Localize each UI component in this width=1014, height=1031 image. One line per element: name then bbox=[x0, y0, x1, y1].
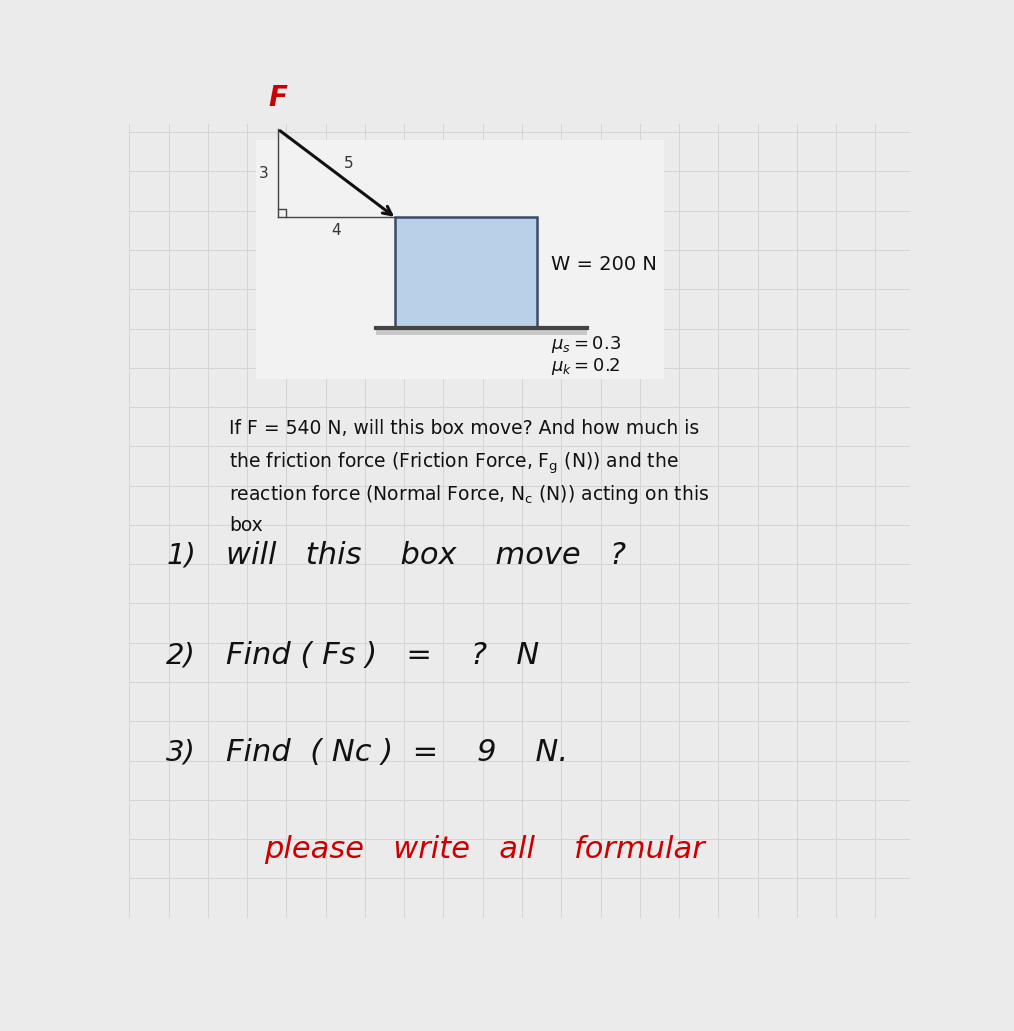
Text: reaction force (Normal Force, N$_\mathregular{c}$ (N)) acting on this: reaction force (Normal Force, N$_\mathre… bbox=[229, 484, 710, 506]
Text: F: F bbox=[269, 85, 288, 112]
Bar bbox=[394, 217, 537, 328]
Text: $\mu_s = 0.3$: $\mu_s = 0.3$ bbox=[552, 334, 622, 356]
Text: 2): 2) bbox=[166, 641, 196, 670]
Bar bbox=[257, 140, 664, 378]
Text: W = 200 N: W = 200 N bbox=[552, 255, 657, 274]
Text: the friction force (Friction Force, F$_\mathregular{g}$ (N)) and the: the friction force (Friction Force, F$_\… bbox=[229, 451, 679, 476]
Text: Find  ( Nc )  =    9    N.: Find ( Nc ) = 9 N. bbox=[225, 737, 568, 766]
Text: 5: 5 bbox=[344, 157, 354, 171]
Text: please   write   all    formular: please write all formular bbox=[264, 835, 705, 864]
Text: Find ( Fs )   =    ?   N: Find ( Fs ) = ? N bbox=[225, 641, 538, 670]
Text: 4: 4 bbox=[332, 224, 342, 238]
Text: 3): 3) bbox=[166, 738, 196, 766]
Text: 1): 1) bbox=[166, 541, 196, 570]
Text: will   this    box    move   ?: will this box move ? bbox=[225, 541, 626, 570]
Text: $\mu_k = 0.2$: $\mu_k = 0.2$ bbox=[552, 356, 621, 376]
Text: 3: 3 bbox=[260, 166, 269, 180]
Text: box: box bbox=[229, 516, 264, 535]
Text: If F = 540 N, will this box move? And how much is: If F = 540 N, will this box move? And ho… bbox=[229, 419, 700, 437]
Bar bbox=[375, 328, 587, 335]
